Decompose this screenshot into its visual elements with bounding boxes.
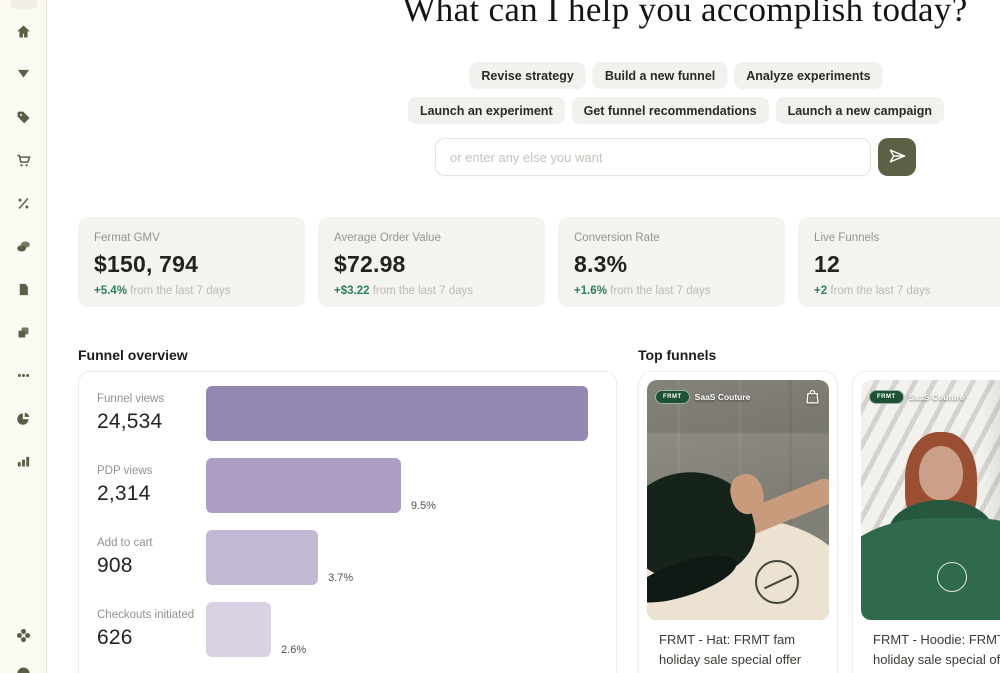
sidebar-item-pie-chart[interactable]	[14, 411, 32, 431]
funnel-card-title: FRMT - Hat: FRMT fam holiday sale specia…	[659, 632, 802, 673]
top-funnel-card[interactable]: FRMT SaaS Couture FRMT - Hat: FRMT fam hol…	[638, 371, 838, 673]
sidebar-item-layers[interactable]	[14, 327, 32, 343]
top-funnel-card[interactable]: FRMT SaaS Couture FRMT - Hoodie: FRMT fam …	[852, 371, 1000, 673]
kpi-delta: +2 from the last 7 days	[814, 285, 931, 297]
suggestion-chip[interactable]: Revise strategy	[469, 62, 586, 89]
avatar-icon	[16, 665, 31, 673]
funnel-bar	[206, 530, 319, 585]
tag-icon	[16, 110, 31, 130]
sidebar-item-avatar[interactable]	[14, 667, 32, 673]
sidebar	[0, 0, 47, 673]
cart-icon	[16, 153, 31, 173]
sidebar-item-document[interactable]	[14, 282, 32, 302]
sidebar-item-tag[interactable]	[14, 110, 32, 130]
kpi-value: 8.3%	[574, 251, 628, 277]
kpi-delta: +$3.22 from the last 7 days	[334, 285, 474, 297]
funnel-step-row: Funnel views 24,534	[97, 386, 598, 441]
funnel-overview-card: Funnel views 24,534 PDP views 2,314 9.5% Add …	[78, 371, 617, 673]
kpi-card: Average Order Value $72.98 +$3.22 from the…	[318, 217, 545, 307]
suggestion-chip[interactable]: Launch an experiment	[407, 97, 565, 124]
funnel-step-label: Checkouts initiated	[97, 609, 195, 621]
sidebar-item-apps[interactable]	[14, 628, 32, 648]
layers-icon	[16, 325, 31, 345]
funnel-overview-title: Funnel overview	[78, 347, 188, 363]
sidebar-item-discount[interactable]	[14, 198, 32, 214]
suggestion-chips-row1: Revise strategy Build a new funnel Analyze…	[469, 62, 883, 89]
kpi-value: $150, 794	[94, 251, 199, 277]
funnel-icon	[16, 67, 31, 87]
ask-input[interactable]	[435, 138, 871, 176]
funnel-preview-image: FRMT SaaS Couture	[647, 380, 829, 620]
kpi-value: $72.98	[334, 251, 406, 277]
sidebar-item-coins[interactable]	[14, 241, 32, 257]
logo-tile	[11, 0, 37, 8]
shopping-bag-icon[interactable]	[804, 388, 821, 405]
bar-chart-icon	[16, 454, 31, 474]
funnel-bar	[206, 602, 272, 657]
apps-icon	[16, 628, 31, 648]
kpi-label: Fermat GMV	[94, 232, 160, 244]
funnel-step-label: Add to cart	[97, 537, 153, 549]
kpi-label: Live Funnels	[814, 232, 880, 244]
product-photo-hoodie	[861, 380, 1000, 620]
sidebar-nav	[0, 24, 46, 472]
brand-badge: FRMT	[655, 389, 690, 404]
kpi-card: Fermat GMV $150, 794 +5.4% from the last 7…	[78, 217, 305, 307]
suggestion-chip[interactable]: Build a new funnel	[592, 62, 728, 89]
funnel-step-label: Funnel views	[97, 393, 165, 405]
suggestion-chip[interactable]: Analyze experiments	[734, 62, 883, 89]
brand-badge: FRMT	[869, 389, 904, 404]
sidebar-bottom-nav	[0, 628, 46, 673]
sidebar-item-more[interactable]	[14, 370, 32, 386]
kpi-card: Live Funnels 12 +2 from the last 7 days	[798, 217, 1000, 307]
discount-icon	[16, 196, 31, 216]
sidebar-item-funnel[interactable]	[14, 69, 32, 85]
sidebar-item-home[interactable]	[14, 24, 32, 44]
more-icon	[16, 368, 31, 388]
suggestion-chip[interactable]: Launch a new campaign	[775, 97, 945, 124]
funnel-step-row: PDP views 2,314 9.5%	[97, 458, 598, 513]
funnel-step-pct: 2.6%	[281, 644, 307, 656]
funnel-step-pct: 9.5%	[410, 500, 436, 512]
coins-icon	[16, 239, 31, 259]
home-icon	[16, 24, 31, 44]
kpi-card: Conversion Rate 8.3% +1.6% from the last 7…	[558, 217, 785, 307]
suggestion-chip[interactable]: Get funnel recommendations	[571, 97, 769, 124]
funnel-step-pct: 3.7%	[328, 572, 354, 584]
pie-chart-icon	[16, 411, 31, 431]
funnel-step-label: PDP views	[97, 465, 153, 477]
funnel-step-row: Add to cart 908 3.7%	[97, 530, 598, 585]
funnel-step-value: 626	[97, 626, 133, 649]
suggestion-chips-row2: Launch an experiment Get funnel recommend…	[407, 97, 945, 124]
kpi-delta: +1.6% from the last 7 days	[574, 285, 711, 297]
store-name: SaaS Couture	[694, 391, 751, 402]
sidebar-item-bar-chart[interactable]	[14, 456, 32, 472]
kpi-label: Conversion Rate	[574, 232, 660, 244]
sidebar-item-cart[interactable]	[14, 153, 32, 173]
funnel-step-row: Checkouts initiated 626 2.6%	[97, 602, 598, 657]
kpi-delta: +5.4% from the last 7 days	[94, 285, 231, 297]
funnel-preview-image: FRMT SaaS Couture	[861, 380, 1000, 620]
store-name: SaaS Couture	[908, 391, 965, 402]
document-icon	[16, 282, 31, 302]
funnel-card-title: FRMT - Hoodie: FRMT fam holiday sale spe…	[873, 632, 1000, 667]
funnel-bar	[206, 386, 588, 441]
send-button[interactable]	[878, 138, 916, 176]
paper-plane-icon	[887, 146, 907, 169]
funnel-step-value: 24,534	[97, 410, 163, 433]
kpi-value: 12	[814, 251, 840, 277]
funnel-bar	[206, 458, 401, 513]
page-title: What can I help you accomplish today?	[402, 0, 968, 29]
funnel-step-value: 2,314	[97, 482, 151, 505]
product-photo-hat	[647, 380, 829, 620]
top-funnels-title: Top funnels	[638, 347, 717, 363]
funnel-step-value: 908	[97, 554, 133, 577]
kpi-label: Average Order Value	[334, 232, 441, 244]
